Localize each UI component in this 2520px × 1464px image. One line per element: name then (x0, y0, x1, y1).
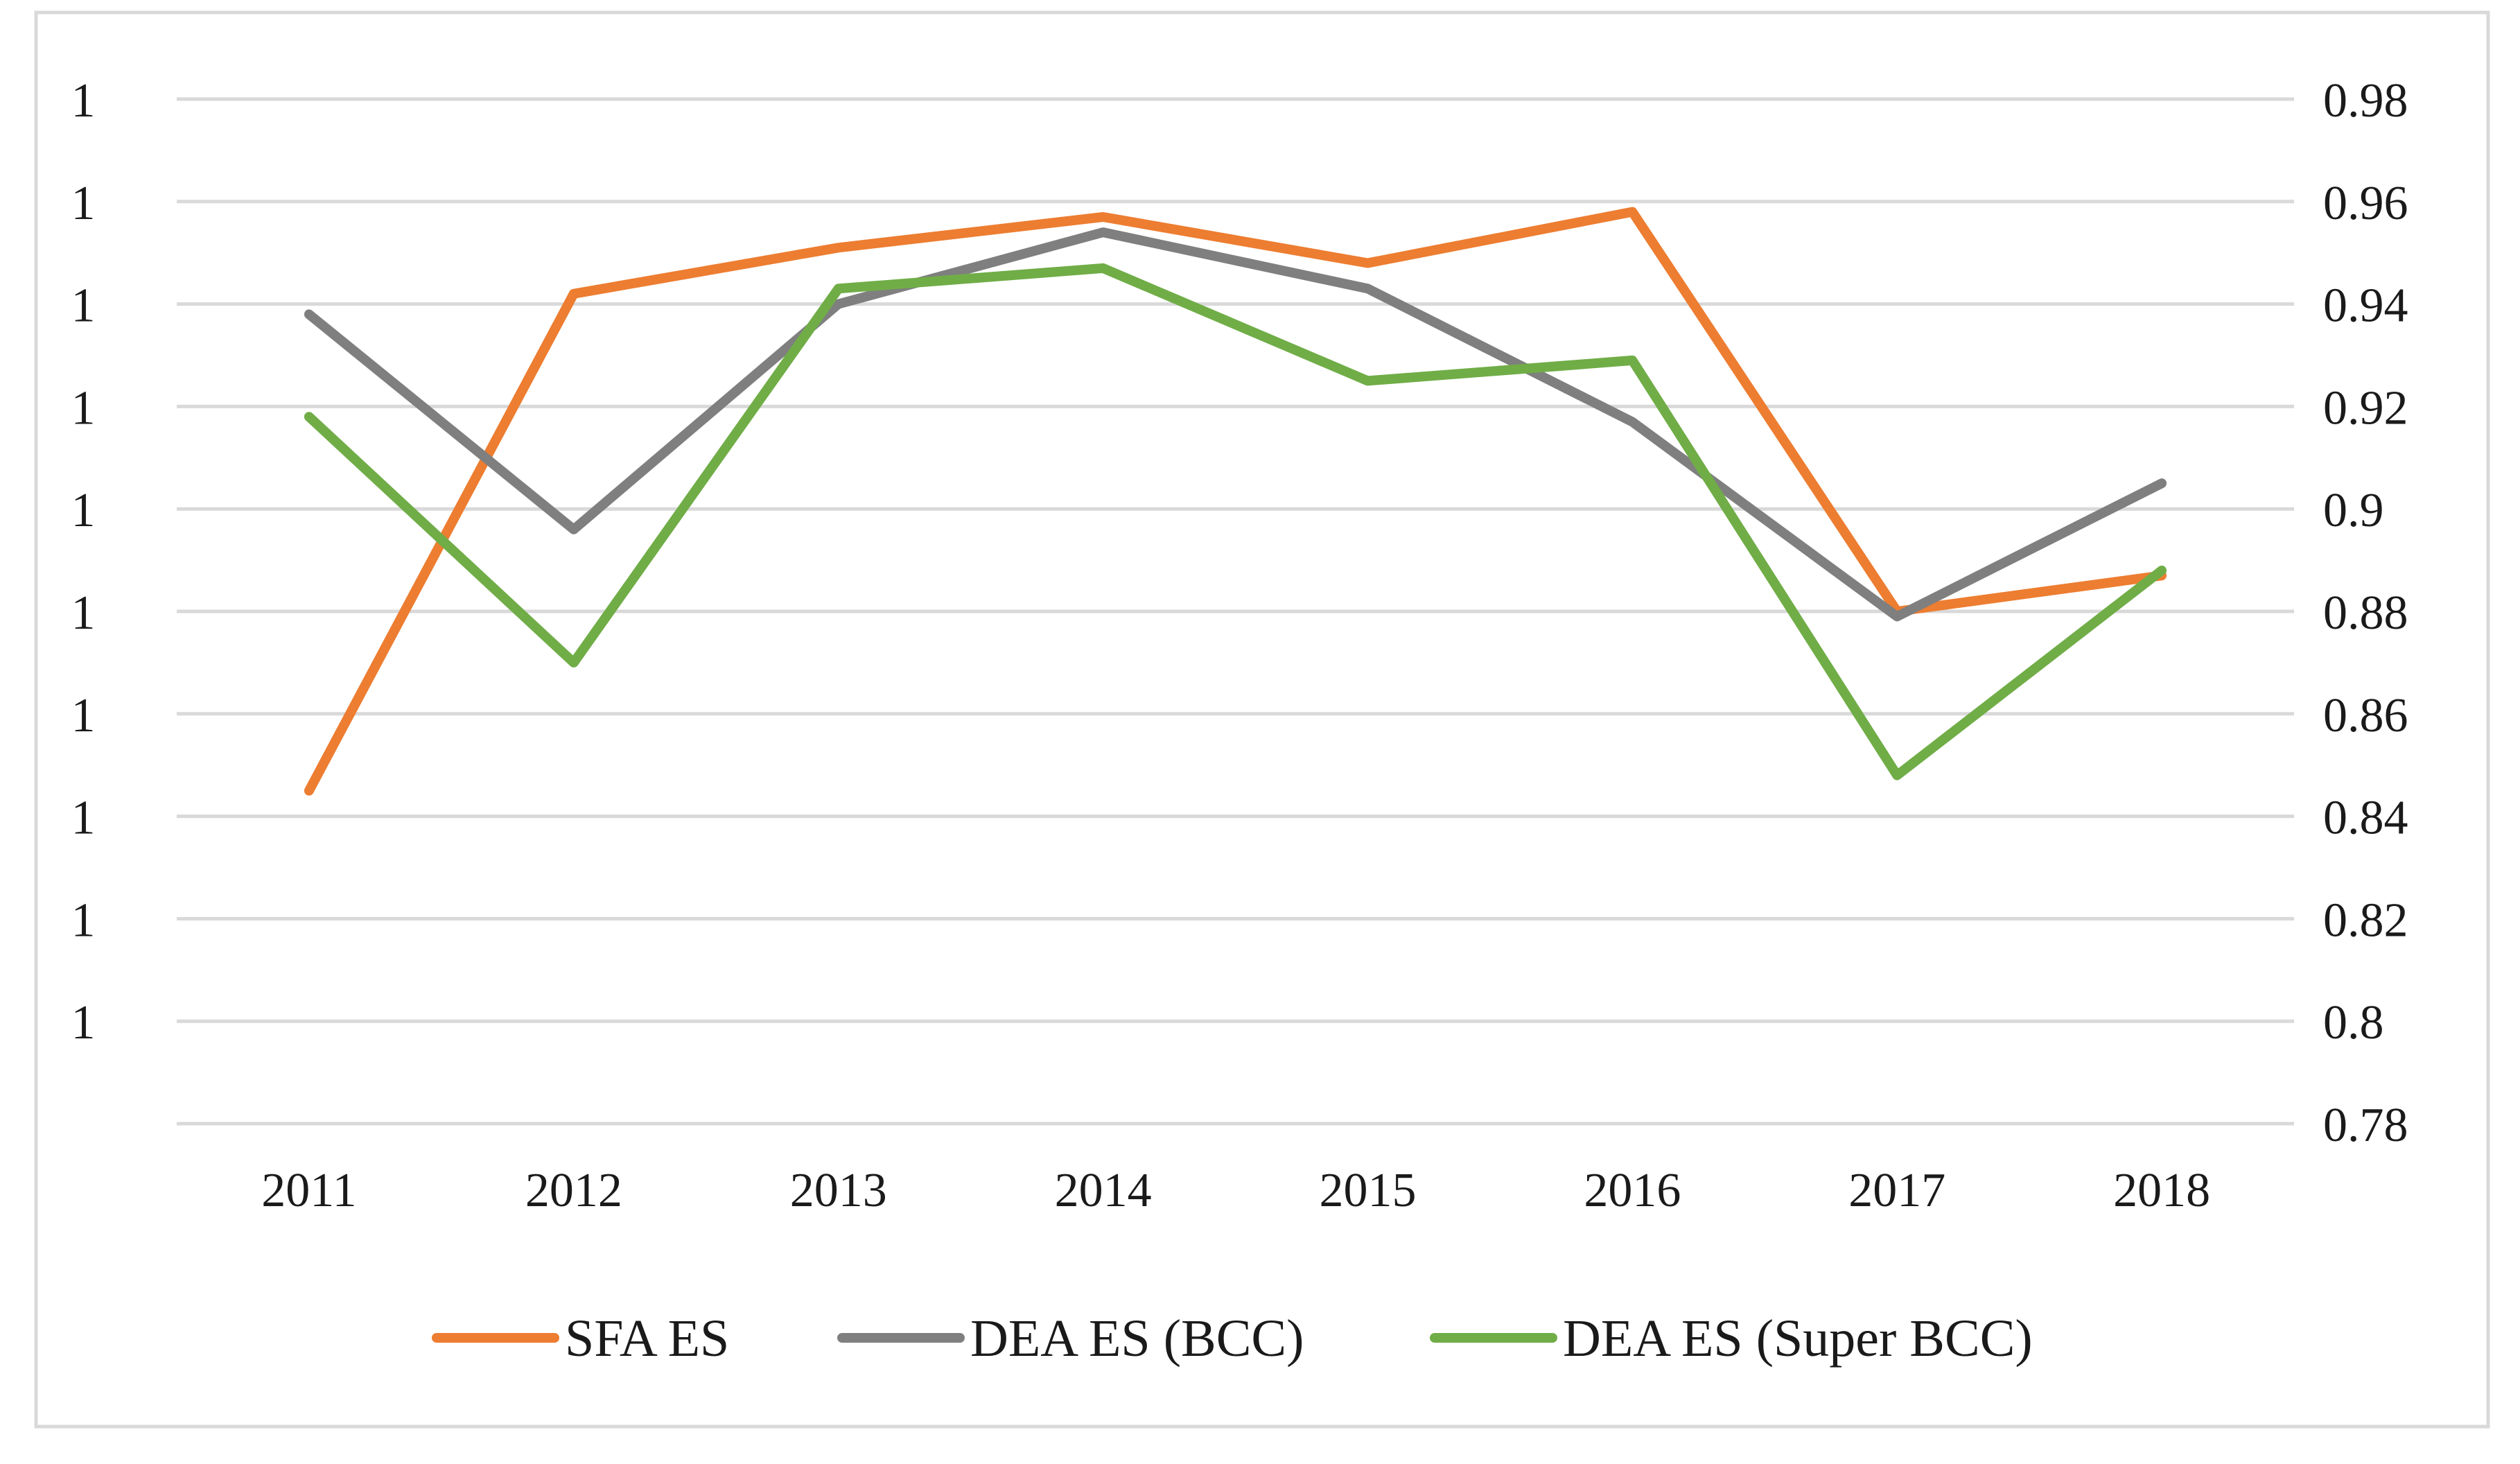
right-axis-tick-label: 0.8 (2323, 996, 2384, 1049)
right-axis-ticks: 0.78 0.8 0.82 0.84 0.86 0.88 0.9 0.92 0.94 0.96 0.… (2323, 74, 2408, 1152)
left-axis-tick-label: 1 (71, 996, 96, 1049)
right-axis-tick-label: 0.86 (2323, 689, 2408, 742)
legend-label: DEA ES (BCC) (970, 1309, 1304, 1368)
right-axis-tick-label: 0.92 (2323, 381, 2408, 435)
series-line-dea-es-super-bcc (304, 263, 2167, 781)
legend: SFA ES DEA ES (BCC) DEA ES (Super BCC) (432, 1309, 2033, 1368)
right-axis-tick-label: 0.82 (2323, 894, 2408, 947)
left-axis-tick-label: 1 (71, 894, 96, 947)
left-axis-tick-label: 1 (71, 689, 96, 742)
left-axis-tick-label: 1 (71, 792, 96, 845)
right-axis-tick-label: 0.96 (2323, 177, 2408, 230)
legend-label: DEA ES (Super BCC) (1563, 1309, 2033, 1368)
left-axis-tick-label: 1 (71, 279, 96, 333)
series-line-sfa-es (304, 207, 2167, 796)
x-axis-tick-label: 2015 (1319, 1164, 1416, 1217)
left-axis-tick-label: 1 (71, 586, 96, 640)
x-axis-tick-label: 2014 (1055, 1164, 1152, 1217)
right-axis-tick-label: 0.9 (2323, 484, 2384, 537)
x-axis-tick-label: 2017 (1848, 1164, 1945, 1217)
x-axis-tick-label: 2016 (1584, 1164, 1681, 1217)
right-axis-tick-label: 0.78 (2323, 1099, 2408, 1152)
left-axis-ticks: 1 1 1 1 1 1 1 1 1 1 (71, 74, 96, 1049)
gridlines (177, 97, 2294, 1126)
left-axis-tick-label: 1 (71, 177, 96, 230)
legend-label: SFA ES (565, 1309, 729, 1368)
x-axis-tick-label: 2012 (525, 1164, 622, 1217)
right-axis-tick-label: 0.98 (2323, 74, 2408, 128)
right-axis-tick-label: 0.94 (2323, 279, 2408, 333)
x-axis-tick-label: 2013 (790, 1164, 887, 1217)
left-axis-tick-label: 1 (71, 74, 96, 128)
left-axis-tick-label: 1 (71, 484, 96, 537)
left-axis-tick-label: 1 (71, 381, 96, 435)
x-axis-tick-label: 2011 (261, 1164, 356, 1217)
x-axis-ticks: 2011 2012 2013 2014 2015 2016 2017 2018 (261, 1164, 2210, 1217)
series-line-dea-es-bcc (304, 227, 2167, 622)
right-axis-tick-label: 0.84 (2323, 792, 2408, 845)
x-axis-tick-label: 2018 (2113, 1164, 2210, 1217)
right-axis-tick-label: 0.88 (2323, 586, 2408, 640)
series-lines (304, 207, 2167, 796)
